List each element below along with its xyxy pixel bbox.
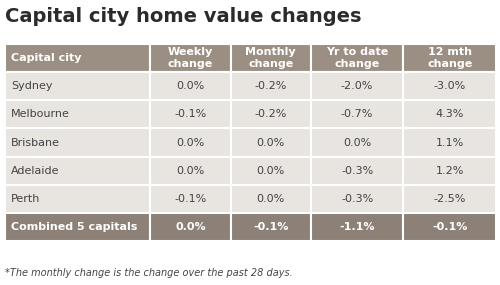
Bar xyxy=(150,185,230,213)
Text: -2.0%: -2.0% xyxy=(341,81,374,91)
Bar xyxy=(5,100,150,129)
Bar xyxy=(150,129,230,156)
Text: -0.1%: -0.1% xyxy=(253,222,288,232)
Text: 12 mth
change: 12 mth change xyxy=(427,47,472,69)
Text: Brisbane: Brisbane xyxy=(11,137,60,148)
Bar xyxy=(5,156,150,185)
Bar xyxy=(150,72,230,100)
Bar xyxy=(5,72,150,100)
Bar xyxy=(230,44,311,72)
Text: *The monthly change is the change over the past 28 days.: *The monthly change is the change over t… xyxy=(5,268,293,278)
Text: Combined 5 capitals: Combined 5 capitals xyxy=(11,222,138,232)
Bar xyxy=(230,185,311,213)
Bar xyxy=(150,213,230,241)
Text: 1.2%: 1.2% xyxy=(436,166,464,176)
Text: 0.0%: 0.0% xyxy=(176,137,204,148)
Text: 0.0%: 0.0% xyxy=(256,137,285,148)
Bar xyxy=(404,156,496,185)
Text: Sydney: Sydney xyxy=(11,81,52,91)
Text: Perth: Perth xyxy=(11,194,40,204)
Bar xyxy=(311,213,404,241)
Bar xyxy=(230,156,311,185)
Bar xyxy=(404,213,496,241)
Text: 0.0%: 0.0% xyxy=(343,137,372,148)
Text: -1.1%: -1.1% xyxy=(340,222,375,232)
Text: Capital city home value changes: Capital city home value changes xyxy=(5,7,362,26)
Bar xyxy=(230,100,311,129)
Text: -0.1%: -0.1% xyxy=(432,222,468,232)
Text: -0.1%: -0.1% xyxy=(174,109,206,119)
Text: 0.0%: 0.0% xyxy=(256,166,285,176)
Bar xyxy=(311,44,404,72)
Bar xyxy=(404,129,496,156)
Text: 0.0%: 0.0% xyxy=(176,81,204,91)
Bar xyxy=(5,44,150,72)
Text: -0.1%: -0.1% xyxy=(174,194,206,204)
Text: Weekly
change: Weekly change xyxy=(168,47,213,69)
Bar xyxy=(311,185,404,213)
Text: 0.0%: 0.0% xyxy=(175,222,206,232)
Text: 0.0%: 0.0% xyxy=(176,166,204,176)
Text: -2.5%: -2.5% xyxy=(434,194,466,204)
Bar xyxy=(404,185,496,213)
Bar xyxy=(5,185,150,213)
Text: Capital city: Capital city xyxy=(11,53,82,63)
Bar xyxy=(311,72,404,100)
Bar xyxy=(230,213,311,241)
Text: 0.0%: 0.0% xyxy=(256,194,285,204)
Text: -0.3%: -0.3% xyxy=(341,166,374,176)
Text: -0.2%: -0.2% xyxy=(254,109,287,119)
Text: -0.7%: -0.7% xyxy=(341,109,374,119)
Bar xyxy=(311,100,404,129)
Bar xyxy=(311,156,404,185)
Bar xyxy=(230,129,311,156)
Text: Yr to date
change: Yr to date change xyxy=(326,47,388,69)
Bar xyxy=(5,129,150,156)
Bar xyxy=(150,44,230,72)
Text: Melbourne: Melbourne xyxy=(11,109,70,119)
Bar xyxy=(404,100,496,129)
Bar xyxy=(311,129,404,156)
Text: 1.1%: 1.1% xyxy=(436,137,464,148)
Text: -0.3%: -0.3% xyxy=(341,194,374,204)
Text: Adelaide: Adelaide xyxy=(11,166,60,176)
Bar xyxy=(404,72,496,100)
Text: -3.0%: -3.0% xyxy=(434,81,466,91)
Bar xyxy=(404,44,496,72)
Bar xyxy=(150,156,230,185)
Text: -0.2%: -0.2% xyxy=(254,81,287,91)
Text: 4.3%: 4.3% xyxy=(436,109,464,119)
Text: Monthly
change: Monthly change xyxy=(246,47,296,69)
Bar xyxy=(150,100,230,129)
Bar xyxy=(5,213,150,241)
Bar xyxy=(230,72,311,100)
